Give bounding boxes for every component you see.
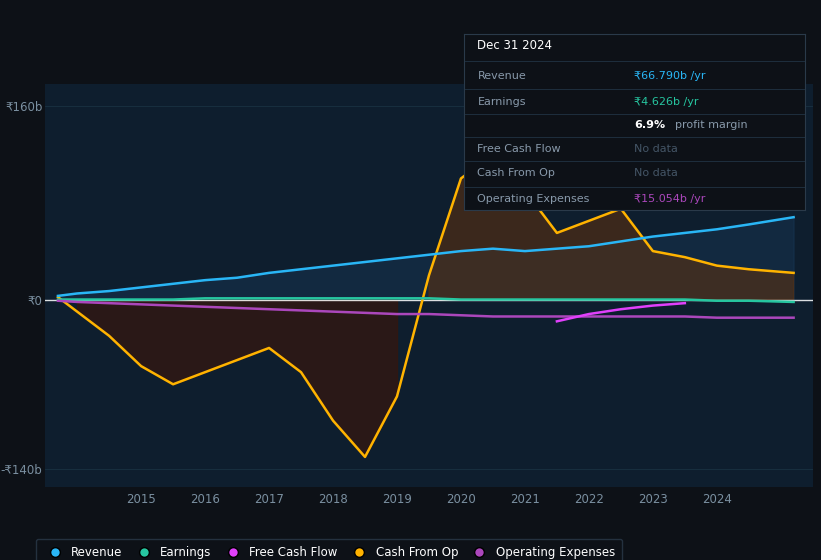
Text: No data: No data	[635, 144, 678, 154]
Text: Dec 31 2024: Dec 31 2024	[478, 39, 553, 52]
Text: profit margin: profit margin	[675, 120, 748, 130]
Text: ₹4.626b /yr: ₹4.626b /yr	[635, 96, 699, 106]
Text: Operating Expenses: Operating Expenses	[478, 194, 589, 203]
Text: No data: No data	[635, 168, 678, 178]
Text: 6.9%: 6.9%	[635, 120, 665, 130]
Text: Cash From Op: Cash From Op	[478, 168, 555, 178]
Text: Free Cash Flow: Free Cash Flow	[478, 144, 561, 154]
Text: Revenue: Revenue	[478, 71, 526, 81]
Legend: Revenue, Earnings, Free Cash Flow, Cash From Op, Operating Expenses: Revenue, Earnings, Free Cash Flow, Cash …	[35, 539, 622, 560]
Text: ₹15.054b /yr: ₹15.054b /yr	[635, 194, 705, 203]
Text: ₹66.790b /yr: ₹66.790b /yr	[635, 71, 706, 81]
Text: Earnings: Earnings	[478, 96, 526, 106]
